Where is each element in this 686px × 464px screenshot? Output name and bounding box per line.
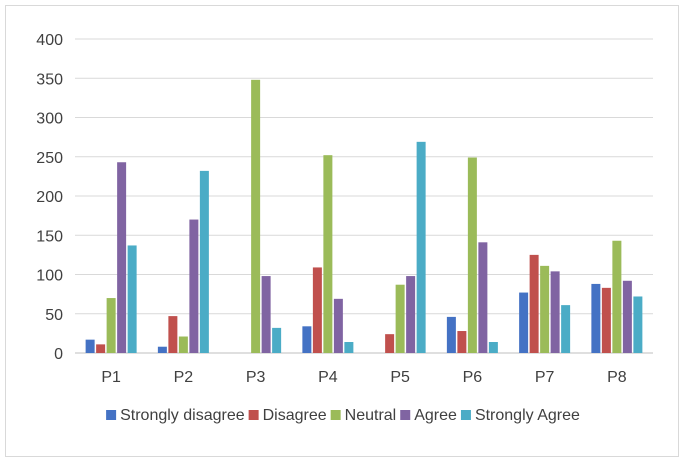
legend-label-strongly-disagree: Strongly disagree bbox=[120, 407, 245, 424]
bar-p1-strongly-disagree bbox=[85, 339, 95, 353]
legend: Strongly disagree Disagree Neutral Agree Str… bbox=[106, 407, 580, 424]
x-tick-label: P6 bbox=[463, 369, 483, 386]
bar-p1-neutral bbox=[106, 298, 116, 353]
bar-p6-neutral bbox=[467, 157, 477, 353]
y-tick-label: 250 bbox=[36, 150, 63, 167]
legend-swatch-agree bbox=[400, 410, 411, 420]
legend-swatch-neutral bbox=[330, 410, 341, 420]
x-tick-label: P4 bbox=[318, 369, 338, 386]
bar-p2-disagree bbox=[168, 316, 178, 353]
bar-p2-strongly-agree bbox=[199, 170, 209, 353]
x-tick-label: P7 bbox=[535, 369, 555, 386]
bar-p8-strongly-disagree bbox=[591, 283, 601, 353]
legend-label-strongly-agree: Strongly Agree bbox=[475, 407, 580, 424]
y-tick-label: 0 bbox=[54, 346, 63, 363]
y-tick-label: 300 bbox=[36, 111, 63, 128]
bar-p8-neutral bbox=[612, 240, 622, 353]
legend-swatch-disagree bbox=[248, 410, 259, 420]
bar-p8-strongly-agree bbox=[633, 296, 643, 353]
bar-p2-agree bbox=[189, 219, 199, 353]
bar-p5-strongly-agree bbox=[416, 141, 426, 353]
bar-p6-agree bbox=[478, 242, 488, 353]
bars bbox=[85, 79, 643, 353]
legend-swatch-strongly-agree bbox=[460, 410, 471, 420]
bar-p7-strongly-disagree bbox=[519, 292, 529, 353]
bar-p2-neutral bbox=[178, 336, 188, 353]
bar-p4-strongly-agree bbox=[344, 342, 354, 353]
y-tick-label: 50 bbox=[45, 307, 63, 324]
bar-p7-neutral bbox=[540, 265, 550, 353]
bar-p5-neutral bbox=[395, 284, 405, 353]
bar-p7-strongly-agree bbox=[561, 305, 571, 353]
bar-p8-agree bbox=[622, 280, 632, 353]
bar-p3-agree bbox=[261, 276, 271, 353]
y-tick-label: 100 bbox=[36, 268, 63, 285]
bar-p8-disagree bbox=[601, 287, 611, 353]
bar-p6-disagree bbox=[457, 331, 467, 353]
bar-p4-disagree bbox=[312, 267, 322, 353]
bar-p4-strongly-disagree bbox=[302, 326, 312, 353]
bar-p7-disagree bbox=[529, 254, 539, 353]
bar-p7-agree bbox=[550, 271, 560, 353]
bar-p5-agree bbox=[406, 276, 416, 353]
bar-p4-agree bbox=[333, 298, 343, 353]
bar-p3-strongly-agree bbox=[272, 327, 282, 353]
bar-p5-disagree bbox=[385, 334, 395, 353]
x-tick-label: P3 bbox=[246, 369, 266, 386]
y-tick-label: 350 bbox=[36, 71, 63, 88]
legend-swatch-strongly-disagree bbox=[106, 410, 117, 420]
y-axis: 0 50 100 150 200 250 300 350 400 bbox=[36, 32, 63, 363]
x-tick-label: P2 bbox=[174, 369, 194, 386]
legend-label-disagree: Disagree bbox=[263, 407, 327, 424]
bar-p1-strongly-agree bbox=[127, 245, 137, 353]
bar-p2-strongly-disagree bbox=[157, 346, 167, 353]
bar-p6-strongly-disagree bbox=[446, 316, 456, 353]
x-tick-label: P1 bbox=[101, 369, 121, 386]
bar-p1-agree bbox=[117, 162, 127, 353]
x-axis: P1 P2 P3 P4 P5 P6 P7 P8 bbox=[101, 369, 626, 386]
y-tick-label: 200 bbox=[36, 189, 63, 206]
bar-p1-disagree bbox=[96, 344, 106, 353]
y-tick-label: 150 bbox=[36, 228, 63, 245]
bar-p4-neutral bbox=[323, 155, 333, 353]
bar-p6-strongly-agree bbox=[488, 342, 498, 353]
y-tick-label: 400 bbox=[36, 32, 63, 49]
legend-label-agree: Agree bbox=[414, 407, 457, 424]
bar-p3-neutral bbox=[251, 79, 261, 353]
x-tick-label: P5 bbox=[390, 369, 410, 386]
x-tick-label: P8 bbox=[607, 369, 627, 386]
legend-label-neutral: Neutral bbox=[345, 407, 397, 424]
